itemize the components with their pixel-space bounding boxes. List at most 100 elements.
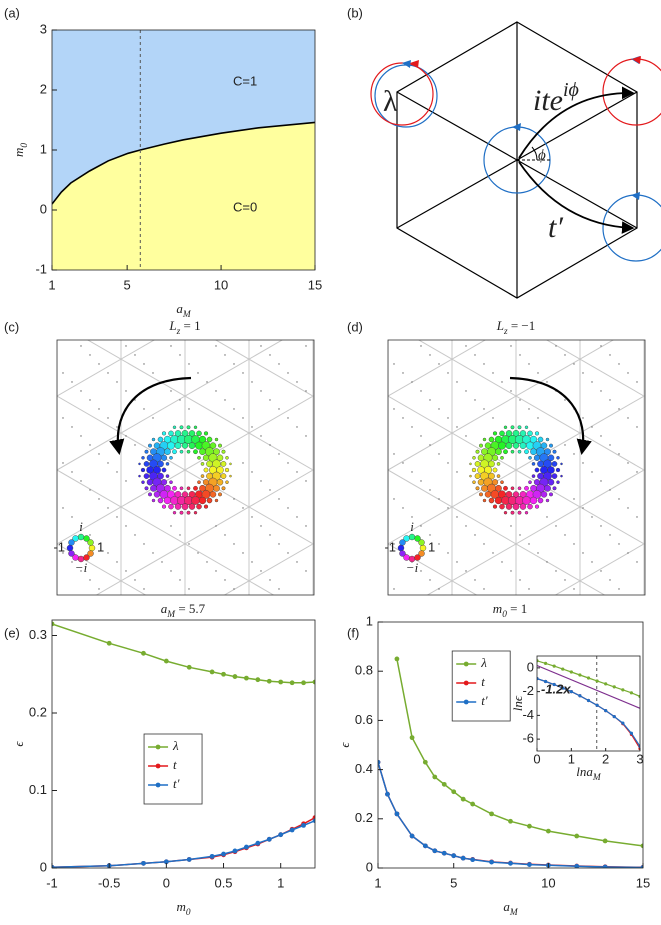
wavefunction-dot	[525, 426, 528, 429]
hop-text: ite	[533, 84, 563, 117]
point	[267, 679, 272, 684]
y-tick-label: 1	[366, 613, 373, 628]
density-dot	[483, 543, 484, 544]
density-dot	[287, 552, 288, 553]
x-tick-label: 0	[533, 751, 540, 766]
point	[141, 651, 146, 656]
density-dot	[618, 588, 619, 589]
point	[587, 676, 590, 679]
wavefunction-dot	[535, 505, 539, 509]
x-axis-label: m0	[176, 899, 190, 918]
density-dot	[582, 372, 583, 373]
point	[527, 862, 532, 867]
wavefunction-dot	[530, 449, 536, 455]
density-dot	[143, 588, 144, 589]
y-tick-label: -6	[522, 731, 534, 746]
density-dot	[636, 516, 637, 517]
density-dot	[251, 471, 252, 472]
density-dot	[269, 444, 270, 445]
density-dot	[188, 543, 189, 544]
density-dot	[546, 516, 547, 517]
density-dot	[278, 363, 279, 364]
wavefunction-dot	[147, 479, 153, 485]
x-axis-label-sub: M	[592, 773, 602, 783]
density-dot	[107, 417, 108, 418]
point	[461, 856, 466, 861]
wavefunction-dot	[546, 499, 549, 502]
wavefunction-dot	[144, 461, 149, 466]
density-dot	[197, 372, 198, 373]
density-dot	[546, 561, 547, 562]
wavefunction-dot	[511, 426, 514, 429]
wavefunction-dot	[215, 438, 218, 441]
density-dot	[107, 507, 108, 508]
density-dot	[287, 462, 288, 463]
density-dot	[125, 525, 126, 526]
point	[164, 659, 169, 664]
y-tick-label: 2	[40, 81, 47, 96]
wavefunction-dot	[194, 511, 197, 514]
wavefunction-dot	[560, 475, 562, 477]
y-tick-label: 0.2	[29, 704, 47, 719]
density-dot	[134, 444, 135, 445]
density-dot	[161, 561, 162, 562]
region-label: C=1	[233, 73, 257, 88]
density-dot	[107, 372, 108, 373]
chart-title: aM = 5.7	[161, 601, 206, 620]
point	[221, 852, 226, 857]
panel-label: (c)	[4, 319, 19, 334]
wavefunction-dot	[196, 504, 201, 509]
image-title-text: L	[168, 318, 176, 333]
wavefunction-dot	[525, 511, 528, 514]
density-dot	[501, 381, 502, 382]
density-dot	[456, 471, 457, 472]
hop-arrow	[519, 162, 632, 228]
x-axis-label-sub: 0	[186, 908, 191, 918]
density-dot	[305, 525, 306, 526]
wheel-dot	[89, 545, 95, 551]
wavefunction-dot	[168, 504, 173, 509]
wavefunction-dot	[191, 496, 199, 504]
density-dot	[98, 363, 99, 364]
density-dot	[636, 426, 637, 427]
density-dot	[492, 552, 493, 553]
wavefunction-dot	[535, 432, 539, 436]
density-dot	[305, 480, 306, 481]
density-dot	[528, 588, 529, 589]
y-tick-label: 3	[40, 21, 47, 36]
point	[621, 688, 624, 691]
density-dot	[393, 498, 394, 499]
wavefunction-dot	[532, 462, 535, 465]
density-dot	[242, 372, 243, 373]
wavefunction-dot	[221, 461, 226, 466]
density-dot	[465, 435, 466, 436]
density-dot	[170, 390, 171, 391]
wavefunction-dot	[169, 481, 172, 484]
point	[630, 732, 633, 735]
density-dot	[278, 498, 279, 499]
wavefunction-dot	[524, 450, 528, 454]
wavefunction-dot	[204, 468, 208, 472]
density-dot	[62, 462, 63, 463]
density-dot	[600, 570, 601, 571]
wavefunction-dot	[503, 486, 507, 490]
wavefunction-dot	[180, 511, 183, 514]
point	[278, 680, 283, 685]
density-dot	[233, 363, 234, 364]
wavefunction-dot	[166, 462, 169, 465]
density-dot	[305, 435, 306, 436]
density-dot	[89, 354, 90, 355]
density-dot	[438, 453, 439, 454]
density-dot	[233, 408, 234, 409]
point	[141, 861, 146, 866]
x-tick-label: 10	[214, 277, 228, 292]
panel-label: (f)	[347, 625, 359, 640]
density-dot	[474, 579, 475, 580]
wavefunction-dot	[503, 450, 507, 454]
wavefunction-dot	[535, 468, 539, 472]
wavefunction-dot	[138, 463, 140, 465]
density-dot	[600, 480, 601, 481]
legend-dot	[464, 681, 469, 686]
density-dot	[627, 552, 628, 553]
panel-label: (b)	[347, 5, 363, 20]
